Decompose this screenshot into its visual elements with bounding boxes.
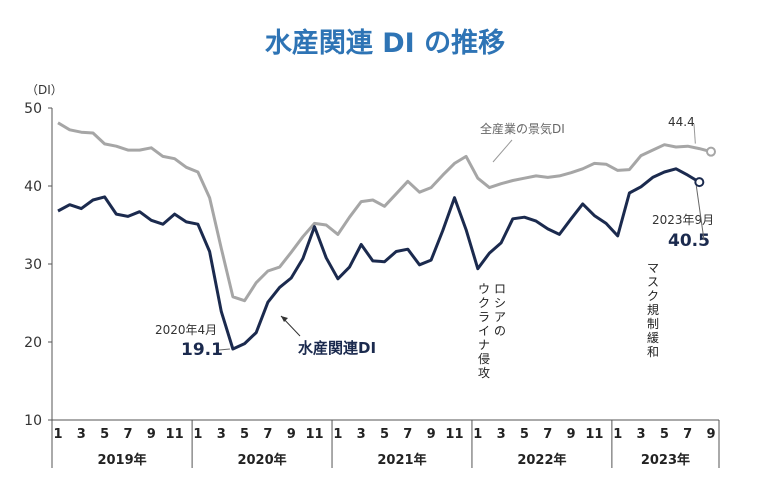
date-fisheries-low: 2020年4月 bbox=[155, 323, 217, 337]
vertical-char: の bbox=[494, 324, 506, 338]
value-fisheries-last: 40.5 bbox=[668, 231, 710, 251]
y-tick-label: 40 bbox=[24, 179, 42, 195]
x-tick-label: 1 bbox=[53, 427, 62, 442]
vertical-char: ス bbox=[647, 275, 659, 289]
vertical-char: 制 bbox=[647, 317, 659, 331]
vertical-char: シ bbox=[494, 296, 506, 310]
vertical-char: マ bbox=[647, 261, 659, 275]
x-tick-label: 3 bbox=[357, 427, 366, 442]
x-tick-label: 1 bbox=[333, 427, 342, 442]
y-tick-label: 30 bbox=[24, 257, 42, 273]
x-tick-label: 7 bbox=[403, 427, 412, 442]
year-label: 2021年 bbox=[377, 452, 426, 468]
x-tick-label: 7 bbox=[543, 427, 552, 442]
vertical-char: ク bbox=[647, 289, 659, 303]
x-tick-label: 7 bbox=[263, 427, 272, 442]
pointer-all-industry-last bbox=[693, 123, 696, 144]
series-group bbox=[57, 121, 716, 351]
vertical-char: ラ bbox=[478, 310, 490, 324]
x-tick-label: 11 bbox=[445, 427, 463, 442]
x-tick-label: 5 bbox=[520, 427, 529, 442]
date-fisheries-last: 2023年9月 bbox=[652, 213, 714, 227]
vertical-char: ロ bbox=[494, 282, 506, 296]
x-tick-label: 5 bbox=[240, 427, 249, 442]
x-tick-label: 9 bbox=[567, 427, 576, 442]
x-tick-label: 7 bbox=[123, 427, 132, 442]
pointer-fisheries-low bbox=[218, 348, 230, 351]
year-label: 2022年 bbox=[517, 452, 566, 468]
vertical-char: 侵 bbox=[478, 351, 490, 366]
x-tick-label: 9 bbox=[427, 427, 436, 442]
x-tick-label: 9 bbox=[706, 427, 715, 442]
end-marker-all-industry bbox=[706, 146, 716, 157]
annotations-group: 全産業の景気DI 44.4 2023年9月 40.5 2020年4月 19.1 水産関連DI… bbox=[155, 115, 714, 380]
vertical-char: イ bbox=[478, 324, 490, 338]
x-tick-label: 1 bbox=[473, 427, 482, 442]
x-tick-label: 9 bbox=[287, 427, 296, 442]
y-tick-label: 20 bbox=[24, 335, 42, 351]
x-tick-label: 11 bbox=[585, 427, 603, 442]
series-line-fisheries bbox=[57, 167, 701, 351]
x-tick-label: 3 bbox=[77, 427, 86, 442]
x-tick-label: 1 bbox=[613, 427, 622, 442]
y-tick-label: 10 bbox=[24, 413, 42, 429]
x-tick-label: 1 bbox=[193, 427, 202, 442]
x-tick-label: 3 bbox=[217, 427, 226, 442]
vertical-char: 規 bbox=[647, 302, 659, 317]
x-tick-label: 5 bbox=[100, 427, 109, 442]
end-marker-fisheries bbox=[694, 177, 705, 188]
year-label: 2023年 bbox=[641, 452, 690, 468]
chart-title: 水産関連 DI の推移 bbox=[265, 27, 505, 59]
value-all-industry-last: 44.4 bbox=[668, 115, 695, 129]
pointer-fisheries-arrowhead bbox=[281, 316, 288, 322]
vertical-char: ク bbox=[478, 296, 490, 310]
y-axis-unit: （DI） bbox=[26, 83, 63, 97]
x-tick-label: 3 bbox=[497, 427, 506, 442]
series-line-all-industry bbox=[57, 121, 712, 303]
value-fisheries-low: 19.1 bbox=[181, 340, 223, 360]
label-all-industry: 全産業の景気DI bbox=[480, 121, 565, 136]
vertical-char: 和 bbox=[647, 345, 659, 359]
x-tick-label: 11 bbox=[166, 427, 184, 442]
vertical-char: ウ bbox=[478, 282, 490, 296]
x-tick-label: 5 bbox=[660, 427, 669, 442]
x-tick-label: 3 bbox=[637, 427, 646, 442]
vertical-char: 攻 bbox=[478, 366, 490, 380]
y-tick-label: 50 bbox=[24, 101, 42, 117]
year-label: 2019年 bbox=[97, 452, 146, 468]
x-tick-label: 7 bbox=[683, 427, 692, 442]
vertical-char: ア bbox=[494, 310, 506, 324]
pointer-all-industry bbox=[492, 139, 513, 163]
vertical-char: 緩 bbox=[647, 331, 659, 345]
label-fisheries: 水産関連DI bbox=[298, 339, 376, 357]
x-tick-label: 11 bbox=[305, 427, 323, 442]
x-tick-label: 5 bbox=[380, 427, 389, 442]
pointer-fisheries-last bbox=[695, 186, 705, 241]
x-tick-label: 9 bbox=[147, 427, 156, 442]
year-label: 2020年 bbox=[237, 452, 286, 468]
vertical-char: ナ bbox=[478, 338, 490, 352]
